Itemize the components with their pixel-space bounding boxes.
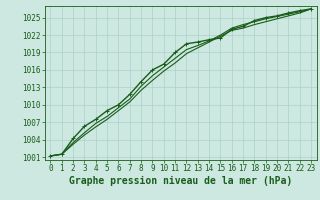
X-axis label: Graphe pression niveau de la mer (hPa): Graphe pression niveau de la mer (hPa)	[69, 176, 292, 186]
